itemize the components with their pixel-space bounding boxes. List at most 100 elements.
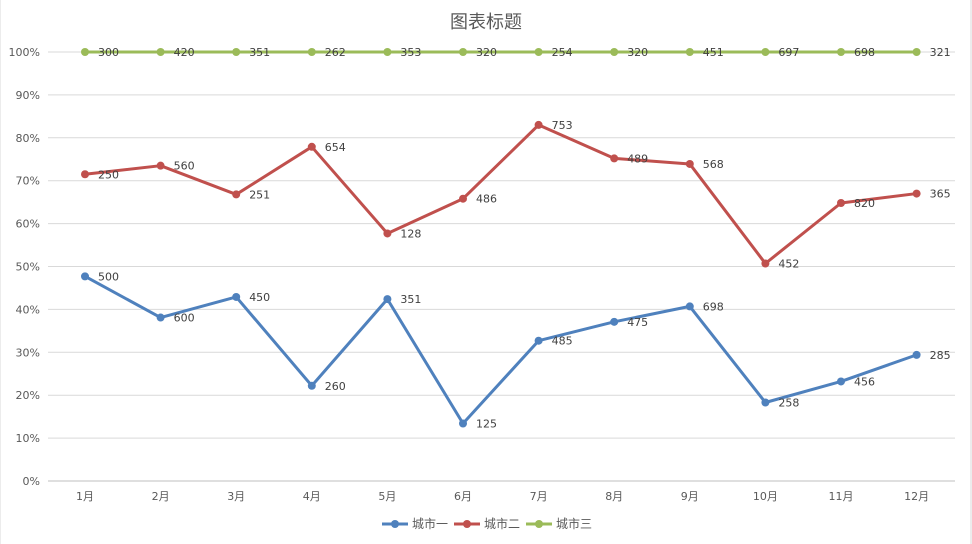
- data-label: 451: [703, 46, 724, 59]
- y-tick-label: 80%: [16, 132, 40, 145]
- data-label: 351: [249, 46, 270, 59]
- x-tick-label: 5月: [378, 490, 396, 503]
- data-point[interactable]: [459, 419, 467, 428]
- legend-marker: [463, 520, 471, 528]
- x-tick-label: 9月: [681, 490, 699, 503]
- data-point[interactable]: [610, 317, 619, 326]
- chart-title: 图表标题: [450, 12, 522, 33]
- y-tick-label: 50%: [16, 261, 40, 274]
- data-label: 452: [778, 257, 799, 270]
- data-label: 486: [476, 193, 497, 206]
- data-point[interactable]: [156, 161, 165, 170]
- data-label: 262: [325, 46, 346, 59]
- data-point[interactable]: [912, 48, 921, 56]
- data-label: 697: [778, 46, 799, 59]
- data-label: 285: [930, 349, 951, 362]
- data-label: 420: [174, 46, 195, 59]
- y-axis-ticks: 0% 10% 20% 30% 40% 50% 60% 70% 80% 90% 100%: [9, 46, 40, 488]
- gridlines: [48, 51, 955, 482]
- data-label: 320: [476, 46, 497, 59]
- data-label: 321: [930, 46, 951, 59]
- x-tick-label: 11月: [829, 490, 854, 503]
- x-tick-label: 4月: [303, 490, 321, 503]
- data-point[interactable]: [761, 259, 770, 268]
- legend-item[interactable]: 城市二: [454, 516, 520, 531]
- legend-label: 城市一: [412, 516, 448, 531]
- data-point[interactable]: [610, 48, 619, 56]
- data-label: 698: [854, 46, 875, 59]
- data-label: 320: [627, 46, 648, 59]
- data-point[interactable]: [383, 295, 392, 304]
- data-point[interactable]: [232, 48, 241, 56]
- data-point[interactable]: [232, 292, 241, 301]
- data-point[interactable]: [912, 350, 921, 359]
- data-point[interactable]: [837, 377, 845, 386]
- data-labels: 500 600 450 260 351 125 485 475 698 258 456 285 250 5…: [98, 46, 951, 431]
- data-point[interactable]: [81, 48, 89, 56]
- data-point[interactable]: [81, 272, 89, 281]
- series-line[interactable]: [83, 274, 919, 426]
- data-label: 351: [400, 293, 421, 306]
- legend[interactable]: 城市一 城市二 城市三: [382, 516, 592, 531]
- data-label: 251: [249, 188, 270, 201]
- data-point[interactable]: [81, 170, 89, 179]
- x-tick-label: 6月: [454, 490, 472, 503]
- legend-item[interactable]: 城市三: [526, 516, 592, 531]
- data-label: 698: [703, 300, 724, 313]
- data-point[interactable]: [307, 381, 316, 390]
- legend-label: 城市二: [484, 516, 520, 531]
- x-tick-label: 3月: [227, 490, 245, 503]
- data-point[interactable]: [685, 48, 694, 56]
- data-point[interactable]: [459, 194, 467, 203]
- data-point[interactable]: [534, 336, 543, 345]
- data-label: 254: [552, 46, 573, 59]
- data-point[interactable]: [156, 48, 165, 56]
- data-point[interactable]: [837, 199, 845, 208]
- data-label: 568: [703, 158, 724, 171]
- y-tick-label: 20%: [16, 389, 40, 402]
- data-label: 260: [325, 380, 346, 393]
- y-tick-label: 60%: [16, 218, 40, 231]
- data-point[interactable]: [610, 154, 619, 163]
- legend-item[interactable]: 城市一: [382, 516, 448, 531]
- data-label: 128: [400, 227, 421, 240]
- data-label: 600: [174, 312, 195, 325]
- x-tick-label: 2月: [152, 490, 170, 503]
- data-point[interactable]: [307, 48, 316, 56]
- data-label: 560: [174, 160, 195, 173]
- y-tick-label: 40%: [16, 303, 40, 316]
- data-point[interactable]: [534, 120, 543, 129]
- data-label: 500: [98, 270, 119, 283]
- data-point[interactable]: [912, 189, 921, 198]
- data-point[interactable]: [383, 229, 392, 238]
- data-point[interactable]: [534, 48, 543, 56]
- data-label: 300: [98, 46, 119, 59]
- data-point[interactable]: [383, 48, 392, 56]
- series-group: [81, 48, 921, 428]
- data-point[interactable]: [685, 159, 694, 168]
- data-point[interactable]: [156, 313, 165, 322]
- series-line[interactable]: [83, 123, 919, 265]
- data-label: 365: [930, 188, 951, 201]
- y-tick-label: 30%: [16, 346, 40, 359]
- data-label: 125: [476, 418, 497, 431]
- y-tick-label: 100%: [9, 46, 40, 59]
- data-label: 485: [552, 335, 573, 348]
- data-label: 820: [854, 197, 875, 210]
- data-point[interactable]: [459, 48, 467, 56]
- data-point[interactable]: [307, 142, 316, 151]
- x-axis-ticks: 1月 2月 3月 4月 5月 6月 7月 8月 9月 10月 11月 12月: [76, 490, 929, 503]
- data-point[interactable]: [837, 48, 845, 56]
- data-point[interactable]: [232, 190, 241, 199]
- data-label: 489: [627, 152, 648, 165]
- data-point[interactable]: [761, 48, 770, 56]
- legend-marker: [391, 520, 399, 528]
- data-point[interactable]: [761, 398, 770, 407]
- data-point[interactable]: [685, 302, 694, 311]
- data-label: 353: [400, 46, 421, 59]
- data-label: 753: [552, 119, 573, 132]
- x-tick-label: 7月: [530, 490, 548, 503]
- data-label: 250: [98, 168, 119, 181]
